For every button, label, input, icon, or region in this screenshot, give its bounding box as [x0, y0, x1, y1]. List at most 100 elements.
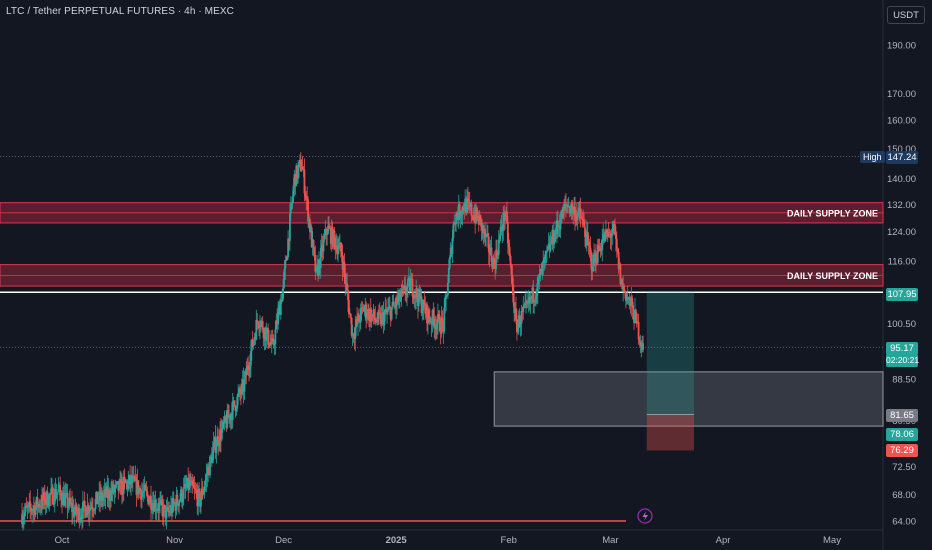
- candle-body: [234, 405, 237, 412]
- candle-body: [636, 322, 639, 324]
- candle-body: [569, 210, 572, 214]
- candle-body: [470, 203, 473, 216]
- candle-body: [512, 284, 515, 303]
- price-tick-label-8: 116.00: [888, 256, 916, 267]
- candle-body: [553, 241, 556, 245]
- candle-body: [97, 501, 100, 505]
- candle-body: [629, 297, 632, 306]
- candle-body: [47, 505, 50, 507]
- candle-body: [554, 230, 556, 242]
- candle-body: [514, 308, 517, 313]
- candle-body: [64, 493, 67, 496]
- candle-body: [238, 388, 240, 394]
- candle-body: [543, 258, 546, 263]
- candle-body: [92, 510, 95, 512]
- candle-body: [323, 236, 326, 240]
- candle-body: [601, 240, 604, 251]
- candle-body: [90, 506, 92, 508]
- candle-body: [173, 503, 176, 504]
- candle-body: [194, 488, 197, 491]
- candle-body: [145, 488, 148, 492]
- candle-body: [497, 239, 500, 255]
- candle-body: [140, 490, 142, 500]
- candle-body: [438, 315, 441, 332]
- candle-body: [496, 249, 498, 255]
- candle-body: [289, 213, 291, 241]
- candle-body: [397, 298, 399, 304]
- candle-body: [599, 247, 602, 252]
- candle-body: [316, 265, 319, 268]
- candle-body: [196, 493, 199, 507]
- candle-body: [506, 222, 509, 244]
- candle-body: [397, 291, 400, 299]
- candle-body: [413, 294, 416, 299]
- candle-body: [585, 237, 587, 246]
- candle-body: [66, 492, 69, 508]
- candle-body: [25, 505, 28, 508]
- candle-body: [107, 489, 110, 498]
- candle-body: [588, 245, 591, 248]
- candle-body: [594, 253, 596, 263]
- candle-body: [39, 505, 42, 508]
- candle-body: [91, 506, 93, 510]
- candle-body: [551, 229, 554, 243]
- candle-body: [639, 341, 642, 343]
- candle-body: [168, 511, 171, 512]
- candle-body: [154, 500, 157, 511]
- candle-body: [87, 505, 90, 514]
- candle-body: [272, 339, 275, 346]
- candle-body: [71, 507, 74, 513]
- candle-body: [460, 214, 463, 216]
- candle-body: [177, 503, 180, 507]
- candle-body: [187, 477, 190, 490]
- candle-body: [481, 225, 484, 231]
- candle-body: [59, 484, 62, 493]
- candle-body: [200, 498, 202, 507]
- candle-body: [407, 277, 410, 280]
- candle-body: [566, 204, 569, 207]
- candle-body: [318, 259, 321, 269]
- candle-body: [404, 285, 407, 295]
- candle-body: [204, 480, 207, 487]
- candle-body: [112, 484, 115, 493]
- candle-body: [486, 233, 488, 235]
- candle-body: [169, 511, 171, 513]
- candle-body: [210, 456, 213, 464]
- candle-body: [490, 247, 493, 262]
- candle-body: [301, 167, 304, 170]
- candle-body: [324, 228, 327, 237]
- candle-body: [504, 213, 507, 221]
- candle-body: [463, 210, 466, 212]
- candle-body: [330, 226, 333, 244]
- candle-body: [205, 474, 208, 481]
- candle-body: [435, 325, 438, 330]
- currency-button[interactable]: USDT: [887, 6, 925, 24]
- candle-body: [239, 393, 242, 394]
- candle-body: [592, 254, 595, 272]
- candle-body: [367, 309, 369, 317]
- lightning-icon[interactable]: [637, 508, 653, 524]
- candle-body: [124, 479, 127, 483]
- candle-body: [462, 206, 465, 211]
- candle-body: [600, 250, 603, 252]
- candle-body: [257, 322, 260, 325]
- candle-body: [160, 499, 162, 502]
- candle-body: [360, 307, 363, 309]
- candle-body: [302, 169, 305, 170]
- candle-body: [51, 487, 53, 489]
- position-profit-zone: [646, 292, 694, 415]
- candle-body: [65, 492, 68, 494]
- candle-body: [181, 499, 184, 503]
- candle-body: [350, 317, 353, 336]
- candle-body: [150, 509, 153, 511]
- candle-body: [562, 206, 565, 219]
- candle-body: [587, 238, 590, 246]
- candle-body: [465, 198, 467, 213]
- candle-body: [369, 309, 372, 322]
- candle-body: [56, 492, 59, 495]
- candle-body: [141, 492, 144, 493]
- candle-body: [218, 444, 220, 446]
- candle-body: [558, 225, 561, 230]
